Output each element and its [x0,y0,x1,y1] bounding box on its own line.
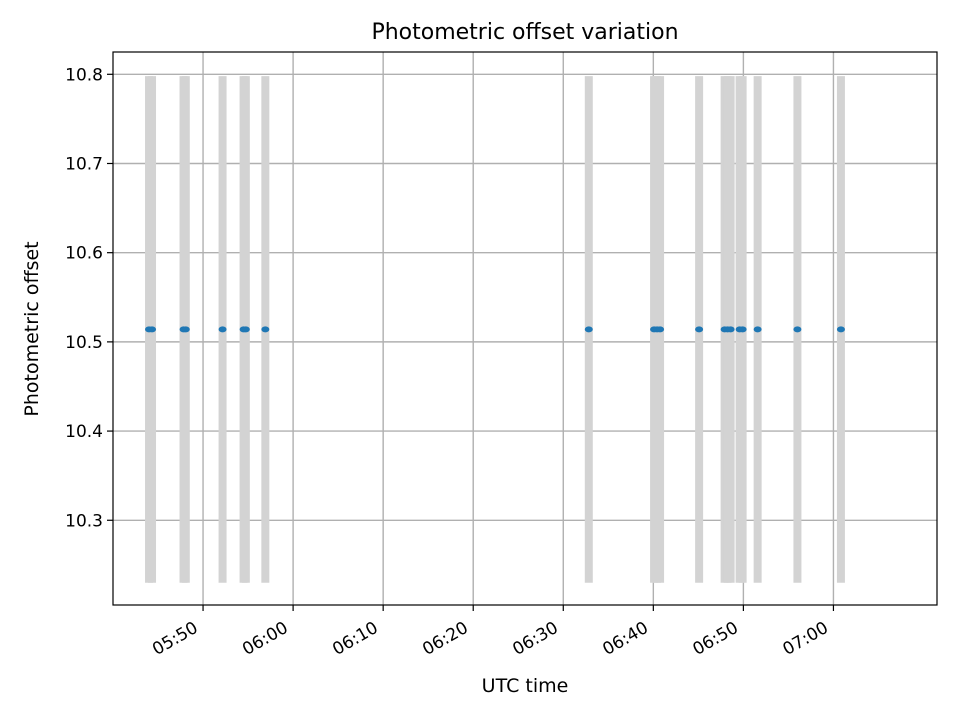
plot-area [113,52,937,605]
point-layer [145,326,845,333]
y-tick-label: 10.3 [65,511,103,531]
data-point [656,326,665,333]
y-axis-label: Photometric offset [21,241,43,416]
data-point [241,326,250,333]
data-point [726,326,735,333]
y-tick-label: 10.5 [65,333,103,353]
data-point [584,326,593,333]
y-axis-ticks: 10.3 10.4 10.5 10.6 10.7 10.8 [65,65,113,531]
data-point [261,326,270,333]
y-tick-label: 10.8 [65,65,103,85]
x-axis-label: UTC time [482,675,569,697]
chart-title: Photometric offset variation [371,20,678,45]
plot-frame [112,51,938,606]
data-point [218,326,227,333]
data-point [148,326,157,333]
y-tick-label: 10.7 [65,154,103,174]
y-tick-label: 10.6 [65,244,103,264]
data-point [695,326,704,333]
data-point [836,326,845,333]
data-point [793,326,802,333]
y-tick-label: 10.4 [65,422,103,442]
data-point [753,326,762,333]
data-point [181,326,190,333]
data-point [738,326,747,333]
